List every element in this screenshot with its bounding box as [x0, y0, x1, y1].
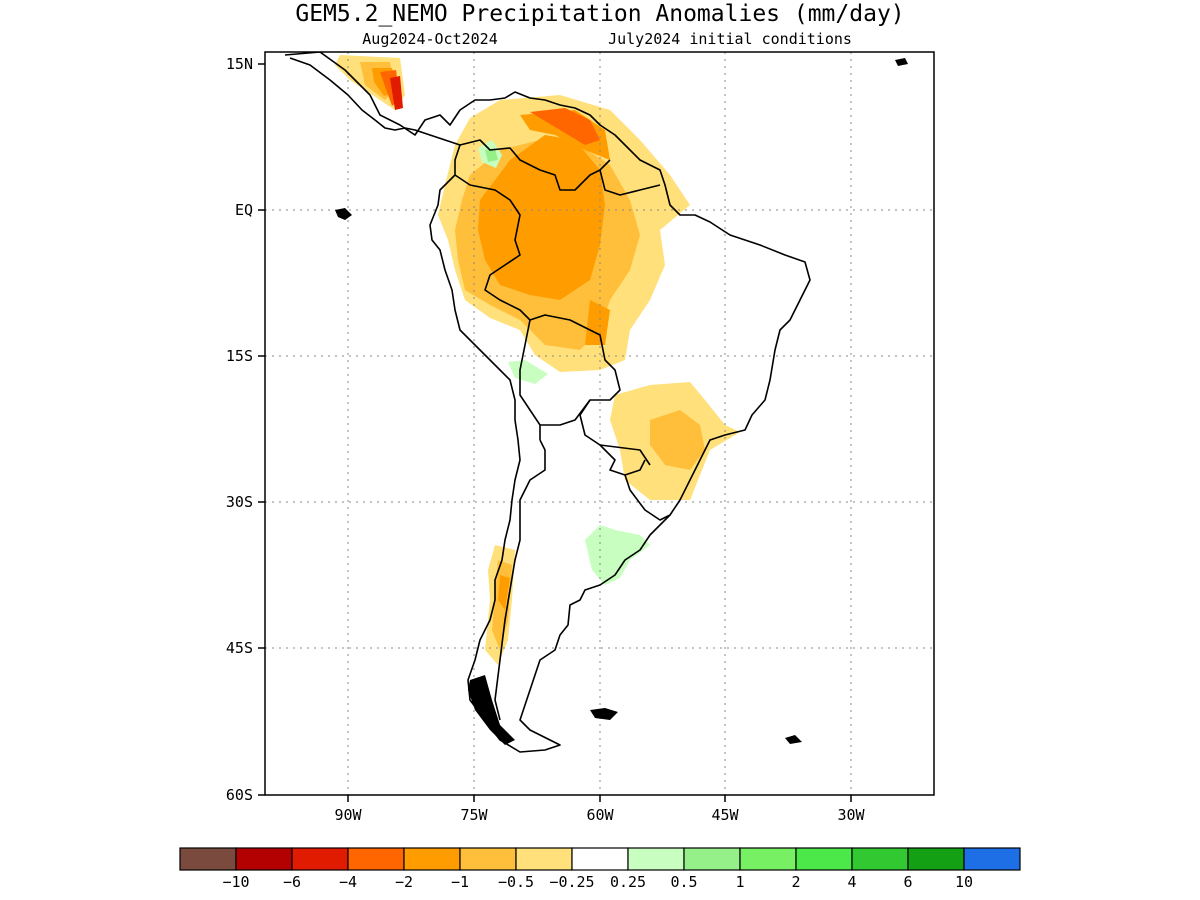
- colorbar-labels: −10 −6 −4 −2 −1 −0.5 −0.25 0.25 0.5 1 2 4 6 10: [222, 873, 973, 891]
- map-gridlines: [265, 52, 934, 795]
- colorbar-label: −2: [395, 873, 413, 891]
- colorbar-swatch: [235, 847, 293, 871]
- colorbar-swatch: [963, 847, 1021, 871]
- colorbar-label: 1: [735, 873, 744, 891]
- map-title: GEM5.2_NEMO Precipitation Anomalies (mm/…: [295, 1, 904, 27]
- longitude-labels: 90W 75W 60W 45W 30W: [334, 806, 865, 824]
- colorbar-label: −4: [339, 873, 357, 891]
- lat-label: 45S: [226, 639, 253, 657]
- anomaly-moderate-wet: [485, 148, 498, 162]
- colorbar-swatch: [291, 847, 349, 871]
- colorbar-swatch: [907, 847, 965, 871]
- lat-label: 15S: [226, 347, 253, 365]
- colorbar: [179, 847, 1021, 871]
- coastline: [284, 52, 811, 753]
- colorbar-label: −0.25: [549, 873, 594, 891]
- colorbar-label: −1: [451, 873, 469, 891]
- colorbar-label: 4: [847, 873, 856, 891]
- map-field: [265, 52, 934, 795]
- colorbar-label: −0.5: [498, 873, 534, 891]
- colorbar-label: 10: [955, 873, 973, 891]
- lat-label: 15N: [226, 55, 253, 73]
- map-subtitle-init: July2024 initial conditions: [608, 30, 852, 48]
- colorbar-swatch: [347, 847, 405, 871]
- colorbar-label: −10: [222, 873, 249, 891]
- colorbar-label: −6: [283, 873, 301, 891]
- colorbar-swatch: [683, 847, 741, 871]
- lon-label: 75W: [460, 806, 488, 824]
- lon-label: 60W: [586, 806, 614, 824]
- colorbar-swatch: [739, 847, 797, 871]
- colorbar-label: 0.5: [670, 873, 697, 891]
- colorbar-swatch: [571, 847, 629, 871]
- lat-label: 30S: [226, 493, 253, 511]
- colorbar-swatch: [795, 847, 853, 871]
- map-subtitle-period: Aug2024-Oct2024: [362, 30, 497, 48]
- lon-label: 30W: [837, 806, 865, 824]
- colorbar-label: 6: [903, 873, 912, 891]
- colorbar-swatch: [403, 847, 461, 871]
- anomaly-strong-dry: [372, 68, 610, 610]
- lon-label: 45W: [711, 806, 739, 824]
- colorbar-label: 2: [791, 873, 800, 891]
- anomaly-extreme-dry: [390, 76, 403, 110]
- colorbar-label: 0.25: [610, 873, 646, 891]
- islands: [335, 58, 908, 745]
- lon-label: 90W: [334, 806, 362, 824]
- lat-label: EQ: [235, 201, 253, 219]
- colorbar-swatch: [627, 847, 685, 871]
- colorbar-swatch: [515, 847, 573, 871]
- colorbar-swatch: [179, 847, 237, 871]
- colorbar-swatch: [459, 847, 517, 871]
- colorbar-swatch: [851, 847, 909, 871]
- axis-ticks: [258, 63, 852, 802]
- latitude-labels: 15N EQ 15S 30S 45S 60S: [226, 55, 253, 804]
- lat-label: 60S: [226, 786, 253, 804]
